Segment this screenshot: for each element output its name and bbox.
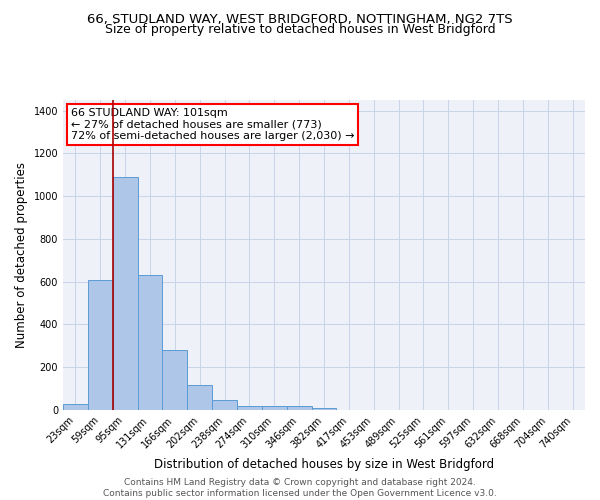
Text: 66, STUDLAND WAY, WEST BRIDGFORD, NOTTINGHAM, NG2 7TS: 66, STUDLAND WAY, WEST BRIDGFORD, NOTTIN… bbox=[87, 12, 513, 26]
Text: 66 STUDLAND WAY: 101sqm
← 27% of detached houses are smaller (773)
72% of semi-d: 66 STUDLAND WAY: 101sqm ← 27% of detache… bbox=[71, 108, 355, 141]
Bar bbox=[237, 406, 262, 410]
Bar bbox=[113, 177, 137, 410]
Bar bbox=[163, 350, 187, 410]
Bar bbox=[63, 404, 88, 410]
Bar bbox=[137, 276, 163, 410]
Bar bbox=[88, 280, 113, 410]
Bar bbox=[212, 400, 237, 410]
Bar bbox=[262, 406, 287, 410]
Bar bbox=[311, 408, 337, 410]
Text: Size of property relative to detached houses in West Bridgford: Size of property relative to detached ho… bbox=[104, 22, 496, 36]
X-axis label: Distribution of detached houses by size in West Bridgford: Distribution of detached houses by size … bbox=[154, 458, 494, 471]
Bar bbox=[287, 406, 311, 410]
Text: Contains HM Land Registry data © Crown copyright and database right 2024.
Contai: Contains HM Land Registry data © Crown c… bbox=[103, 478, 497, 498]
Y-axis label: Number of detached properties: Number of detached properties bbox=[15, 162, 28, 348]
Bar bbox=[187, 386, 212, 410]
